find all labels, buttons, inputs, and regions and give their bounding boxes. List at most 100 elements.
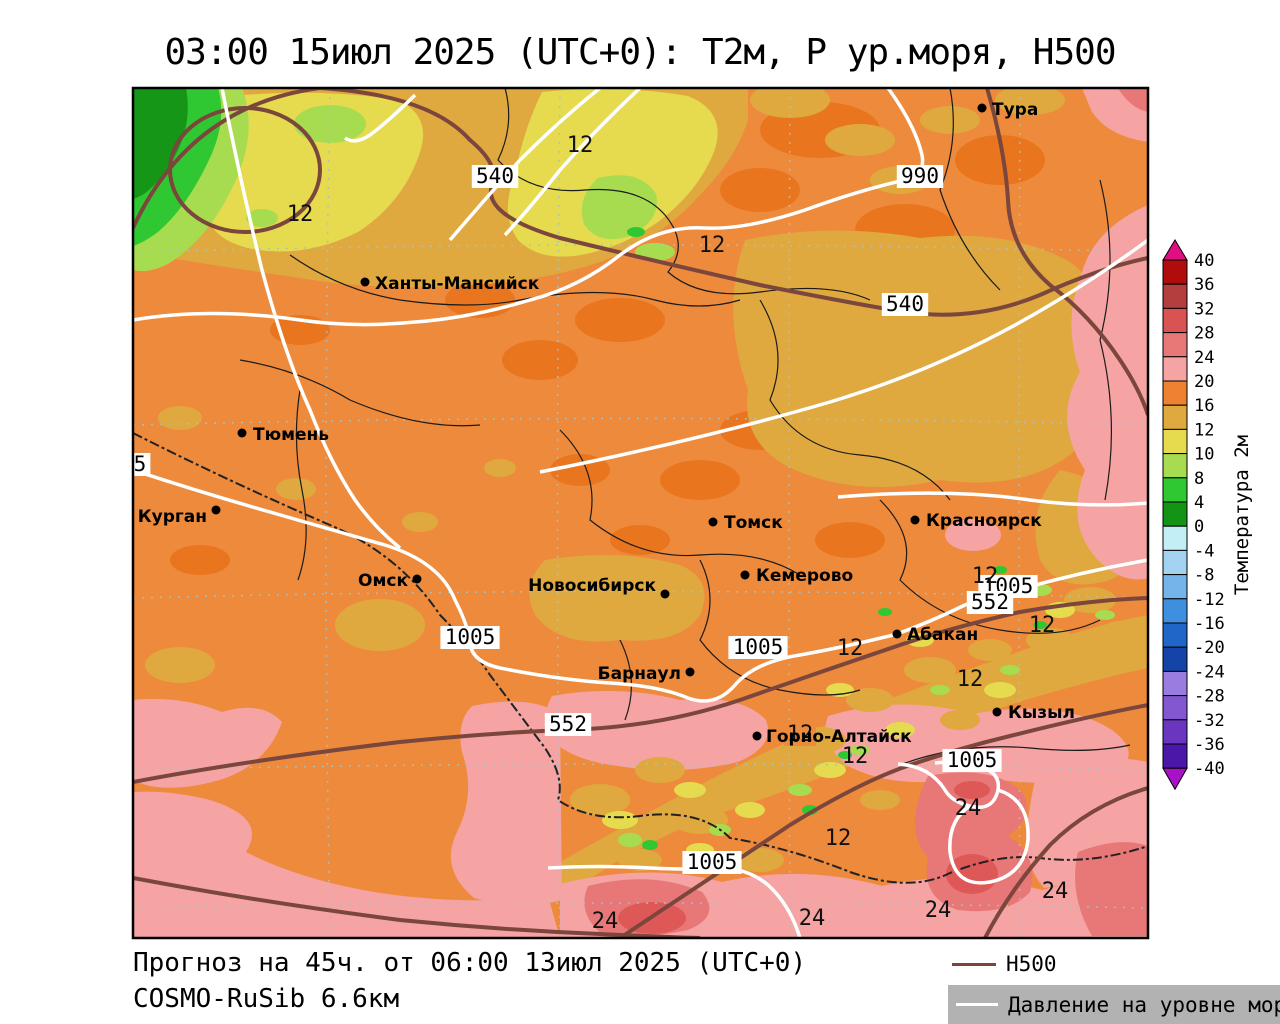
city-dot — [361, 278, 370, 287]
isoline-label: 990 — [901, 164, 939, 188]
colorbar-segment — [1163, 284, 1187, 308]
temp-contour-label: 12 — [567, 133, 594, 158]
colorbar-segment — [1163, 429, 1187, 453]
colorbar-tick: -20 — [1194, 638, 1225, 658]
colorbar-segment — [1163, 550, 1187, 574]
legend-item-pressure: Давление на уровне моря — [948, 985, 1280, 1024]
city-dot — [893, 630, 902, 639]
temp-contour-label: 24 — [799, 906, 826, 931]
isoline-label: 552 — [971, 590, 1009, 614]
pressure-legend-label: Давление на уровне моря — [1008, 993, 1280, 1017]
isoline-label: 552 — [549, 712, 587, 736]
city-dot — [753, 732, 762, 741]
isoline-label: 1005 — [445, 625, 496, 649]
colorbar-tick: 20 — [1194, 372, 1214, 392]
forecast-map: 5409905405100510051005552552100510051212… — [0, 0, 1280, 1024]
colorbar-title: Температура 2м — [1231, 435, 1253, 595]
colorbar-tick: 4 — [1194, 493, 1204, 513]
colorbar-segment — [1163, 647, 1187, 671]
colorbar-tick: 32 — [1194, 299, 1214, 319]
colorbar-segment — [1163, 744, 1187, 768]
colorbar-segment — [1163, 526, 1187, 550]
city-label: Томск — [724, 513, 783, 533]
colorbar-tick: 8 — [1194, 469, 1204, 489]
temp-contour-label: 12 — [957, 667, 984, 692]
temp-contour-label: 24 — [955, 796, 982, 821]
colorbar: 403632282420161210840-4-8-12-16-20-24-28… — [1163, 240, 1253, 789]
city-dot — [686, 668, 695, 677]
colorbar-tick: -8 — [1194, 566, 1214, 586]
colorbar-tick: 12 — [1194, 420, 1214, 440]
temp-contour-label: 12 — [825, 826, 852, 851]
colorbar-tick: 40 — [1194, 251, 1214, 271]
colorbar-segment — [1163, 260, 1187, 284]
isoline-label: 540 — [886, 292, 924, 316]
isoline-label: 1005 — [947, 748, 998, 772]
colorbar-arrow-top — [1163, 240, 1187, 260]
city-dot — [741, 571, 750, 580]
colorbar-tick: -36 — [1194, 735, 1225, 755]
colorbar-segment — [1163, 454, 1187, 478]
colorbar-tick: -32 — [1194, 711, 1225, 731]
city-label: Барнаул — [598, 664, 681, 684]
city-label: Курган — [138, 507, 207, 527]
colorbar-tick: 16 — [1194, 396, 1214, 416]
city-label: Кемерово — [756, 566, 853, 586]
city-dot — [911, 516, 920, 525]
colorbar-tick: -24 — [1194, 662, 1225, 682]
colorbar-segment — [1163, 696, 1187, 720]
isoline-label: 1005 — [687, 850, 738, 874]
colorbar-tick: 28 — [1194, 324, 1214, 344]
h500-line-swatch — [952, 963, 996, 966]
temp-contour-label: 24 — [592, 909, 619, 934]
city-label: Ханты-Мансийск — [375, 274, 540, 294]
isoline-label: 5 — [134, 452, 147, 476]
city-label: Тура — [992, 100, 1038, 120]
colorbar-tick: 24 — [1194, 348, 1214, 368]
city-dot — [709, 518, 718, 527]
city-dot — [413, 575, 422, 584]
colorbar-tick: -12 — [1194, 590, 1225, 610]
colorbar-tick: 10 — [1194, 445, 1214, 465]
model-info-text: COSMO-RuSib 6.6км — [133, 984, 399, 1014]
colorbar-segment — [1163, 575, 1187, 599]
temp-contour-label: 12 — [972, 564, 999, 589]
forecast-info-text: Прогноз на 45ч. от 06:00 13июл 2025 (UTC… — [133, 948, 806, 978]
temp-contour-label: 12 — [699, 233, 726, 258]
temp-contour-label: 24 — [1042, 879, 1069, 904]
city-label: Тюмень — [253, 425, 329, 445]
colorbar-arrow-bottom — [1163, 768, 1187, 789]
city-label: Горно-Алтайск — [766, 727, 912, 747]
colorbar-segment — [1163, 308, 1187, 332]
isoline-label: 1005 — [733, 635, 784, 659]
city-dot — [212, 506, 221, 515]
temp-contour-label: 24 — [925, 898, 952, 923]
city-dot — [661, 590, 670, 599]
colorbar-segment — [1163, 381, 1187, 405]
colorbar-segment — [1163, 671, 1187, 695]
temp-contour-label: 12 — [1029, 613, 1056, 638]
city-label: Красноярск — [926, 511, 1042, 531]
colorbar-tick: -40 — [1194, 759, 1225, 779]
city-label: Новосибирск — [528, 576, 656, 596]
colorbar-segment — [1163, 333, 1187, 357]
city-label: Омск — [358, 571, 408, 591]
colorbar-segment — [1163, 478, 1187, 502]
map-content: 5409905405100510051005552552100510051212… — [130, 82, 1148, 938]
colorbar-segment — [1163, 502, 1187, 526]
isoline-label: 540 — [476, 164, 514, 188]
h500-legend-label: H500 — [1006, 952, 1057, 976]
colorbar-segment — [1163, 599, 1187, 623]
colorbar-segment — [1163, 623, 1187, 647]
city-label: Абакан — [907, 625, 978, 645]
city-dot — [238, 429, 247, 438]
temp-contour-label: 12 — [837, 636, 864, 661]
legend-item-h500: H500 — [952, 952, 1057, 976]
city-label: Кызыл — [1008, 703, 1075, 723]
pressure-line-swatch — [956, 1003, 998, 1006]
weather-map-page: 03:00 15июл 2025 (UTC+0): Т2м, P ур.моря… — [0, 0, 1280, 1024]
temp-contour-label: 12 — [842, 744, 869, 769]
colorbar-tick: -28 — [1194, 687, 1225, 707]
colorbar-segment — [1163, 357, 1187, 381]
colorbar-tick: -4 — [1194, 541, 1214, 561]
